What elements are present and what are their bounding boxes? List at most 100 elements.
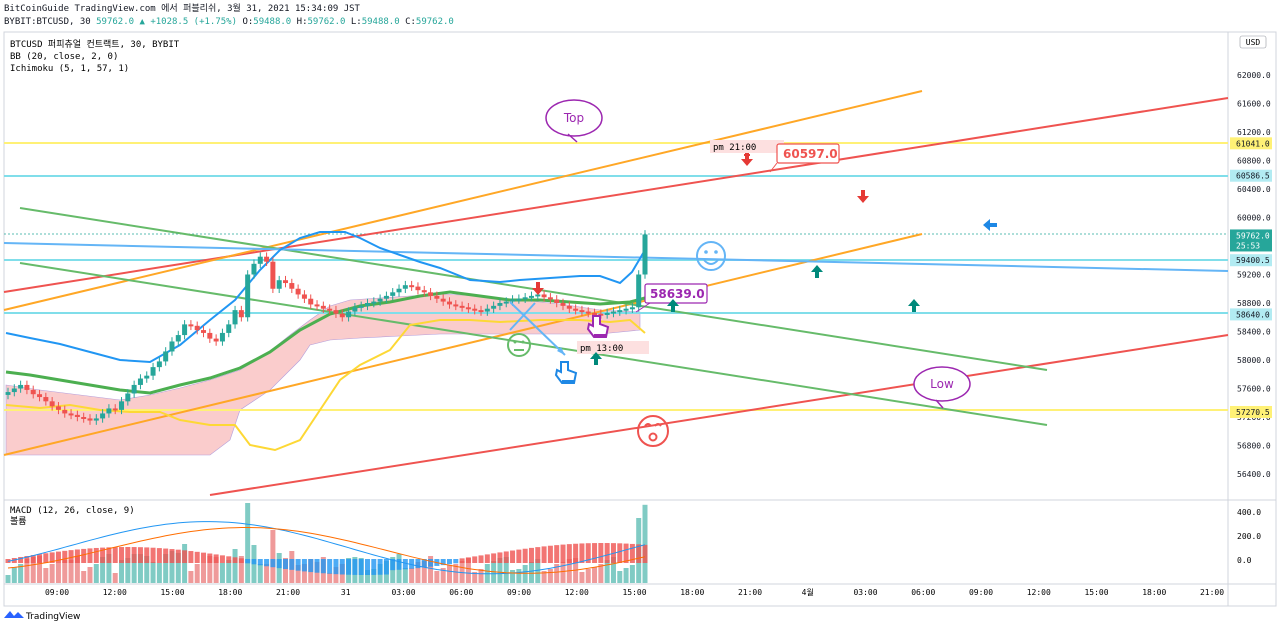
macd-histogram-bar <box>320 559 326 574</box>
trendline-red-upper[interactable] <box>3 97 1229 293</box>
candle-body <box>213 338 219 342</box>
macd-histogram-bar <box>93 547 99 563</box>
volume-bar <box>49 564 55 583</box>
macd-histogram-bar <box>156 548 162 563</box>
volume-bar <box>62 560 68 583</box>
arrow-down-icon[interactable] <box>741 153 753 166</box>
smile-face-icon[interactable] <box>696 241 726 271</box>
volume-bar <box>497 558 503 583</box>
candle-body <box>560 303 566 306</box>
dizzy-face-icon[interactable] <box>637 415 669 447</box>
time-tick-label: 18:00 <box>680 588 704 597</box>
price-badge <box>1230 254 1272 267</box>
macd-histogram-bar <box>642 544 648 563</box>
open-value: 59488.0 <box>253 17 292 27</box>
volume-bar <box>301 564 307 583</box>
price-callout-high[interactable] <box>776 143 840 164</box>
arrow-up-icon[interactable] <box>667 299 679 312</box>
price-tick-label: 57600.0 <box>1237 385 1271 394</box>
candle-body <box>125 393 131 402</box>
macd-histogram-bar <box>371 559 377 575</box>
volume-bar <box>528 562 534 583</box>
volume-bar <box>610 557 616 583</box>
candle-body <box>201 330 207 333</box>
low-bubble[interactable] <box>913 366 971 402</box>
volume-bar <box>232 549 238 583</box>
trendline-orange-lower[interactable] <box>3 233 923 456</box>
trendline-orange-upper[interactable] <box>3 90 923 311</box>
candle-body <box>459 305 465 308</box>
price-callout-mid-pointer <box>635 302 651 313</box>
arrow-down-icon[interactable] <box>857 190 869 203</box>
arrow-down-icon[interactable] <box>532 282 544 295</box>
low-value: 59488.0 <box>361 17 400 27</box>
candle-body <box>320 305 326 309</box>
volume-bar <box>510 570 516 583</box>
macd-histogram-bar <box>358 559 364 575</box>
volume-bar <box>503 557 509 583</box>
macd-histogram-bar <box>541 546 547 563</box>
macd-tick-label: 400.0 <box>1237 508 1261 517</box>
candle-body <box>554 299 560 303</box>
macd-histogram-bar <box>579 543 585 563</box>
candle-body <box>93 418 99 421</box>
arrow-up-icon[interactable] <box>590 352 602 365</box>
macd-histogram-bar <box>270 559 276 568</box>
candle-body <box>528 295 534 298</box>
legend-ichimoku: Ichimoku (5, 1, 57, 1) <box>10 64 129 74</box>
tradingview-logo[interactable] <box>4 611 24 618</box>
macd-histogram-bar <box>257 559 263 566</box>
candle-body <box>264 256 270 262</box>
price-change: ▲ +1028.5 (+1.75%) <box>139 17 238 27</box>
time-tick-label: 15:00 <box>160 588 184 597</box>
macd-histogram-bar <box>566 544 572 563</box>
candle-body <box>453 304 459 307</box>
candle-body <box>87 418 93 421</box>
macd-histogram-bar <box>478 555 484 563</box>
price-badge-value: 61041.0 <box>1236 139 1270 148</box>
price-tick-label: 58800.0 <box>1237 299 1271 308</box>
volume-bar <box>213 557 219 583</box>
volume-bar <box>106 554 112 583</box>
ohlc-line: BYBIT:BTCUSD, 30 59762.0 ▲ +1028.5 (+1.7… <box>4 17 454 27</box>
trendline-blue[interactable] <box>3 242 1229 272</box>
candle-body <box>629 307 635 310</box>
macd-histogram-bar <box>402 559 408 570</box>
candle-body <box>257 256 263 264</box>
macd-pane[interactable] <box>5 503 648 583</box>
candle-body <box>503 301 509 304</box>
volume-bar <box>478 569 484 583</box>
volume-bar <box>295 565 301 583</box>
volume-bar <box>283 558 289 583</box>
volume-bar <box>642 504 648 583</box>
trendline-green-lower[interactable] <box>19 262 1048 426</box>
currency-badge[interactable] <box>1239 35 1267 49</box>
volume-bar <box>100 557 106 583</box>
volume-bar <box>421 561 427 583</box>
arrow-left-icon[interactable] <box>983 219 997 231</box>
candle-body <box>364 303 370 306</box>
hand-pointer-blue-icon[interactable] <box>554 361 578 384</box>
price-badge <box>1230 169 1272 182</box>
candle-body <box>245 274 251 318</box>
volume-bar <box>68 560 74 583</box>
time-scale[interactable]: 09:00 12:00 15:00 18:00 21:00 31 03:00 06:00 09:… <box>45 587 1224 597</box>
macd-histogram-bar <box>24 556 30 563</box>
trendline-red-lower[interactable] <box>209 334 1229 496</box>
candle-body <box>169 341 175 352</box>
hand-pointer-purple-icon[interactable] <box>586 315 610 338</box>
macd-histogram-bar <box>81 548 87 563</box>
macd-histogram-bar <box>49 552 55 563</box>
volume-bar <box>585 569 591 583</box>
volume-bar <box>112 573 118 583</box>
arrow-up-icon[interactable] <box>908 299 920 312</box>
chart-header: BitCoinGuide TradingView.com 에서 퍼블리쉬, 3월… <box>4 3 454 29</box>
top-bubble[interactable] <box>545 99 603 137</box>
neutral-face-icon[interactable] <box>507 333 531 357</box>
macd-histogram-bar <box>598 543 604 563</box>
volume-bar <box>163 554 169 583</box>
candle-body <box>396 288 402 293</box>
volume-bar <box>333 567 339 583</box>
arrow-up-icon[interactable] <box>811 265 823 278</box>
